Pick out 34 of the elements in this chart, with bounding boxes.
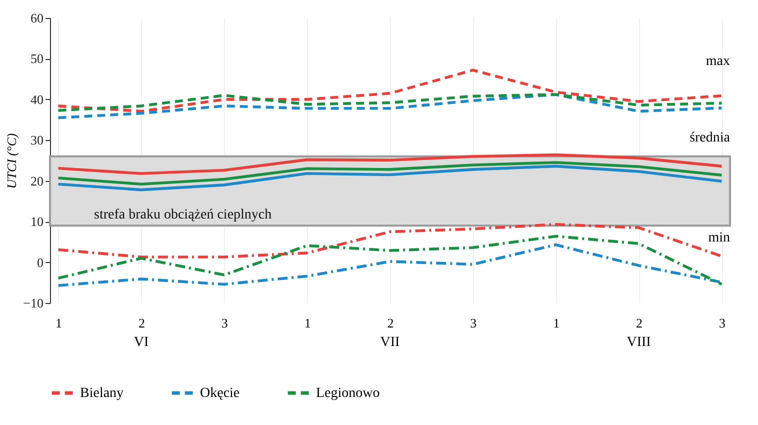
y-tick-label: 60 [30, 10, 44, 26]
legend-label: Bielany [80, 386, 124, 401]
x-tick-label: 1 [56, 316, 62, 330]
y-tick-label: 50 [30, 51, 44, 66]
line-series [56, 153, 724, 175]
y-tick-label: 40 [30, 92, 44, 107]
annotation: średnia [690, 130, 731, 146]
x-tick-label: 1 [304, 316, 311, 330]
y-tick-label: 0 [37, 254, 44, 270]
y-tick-label: 20 [30, 173, 44, 188]
x-tick-label: 2 [138, 316, 145, 330]
x-tick-label: 2 [387, 316, 394, 330]
x-tick-label: 3 [221, 316, 228, 330]
text: VI [134, 335, 149, 350]
y-axis-title: UTCI (°C) [4, 133, 20, 189]
x-tick-label: 3 [718, 316, 726, 330]
annotation: max [706, 54, 730, 69]
y-tick-label: 10 [30, 214, 44, 230]
x-tick-label: 1 [553, 316, 560, 330]
text: VIII [626, 335, 652, 350]
legend-label: Okęcie [200, 386, 240, 401]
text: VII [380, 335, 400, 350]
line-series [56, 161, 724, 186]
line-series [56, 164, 724, 192]
x-tick-label: 3 [470, 316, 477, 330]
band-label: strefa braku obciążeń cieplnych [94, 208, 272, 223]
annotation: min [708, 230, 730, 246]
line-series [56, 93, 724, 112]
line-series [56, 93, 724, 120]
y-tick-label: −10 [23, 296, 44, 310]
x-tick-label: 2 [636, 316, 643, 330]
y-tick-label: 30 [30, 132, 44, 148]
legend-label: Legionowo [316, 386, 380, 401]
line-series [56, 68, 724, 113]
